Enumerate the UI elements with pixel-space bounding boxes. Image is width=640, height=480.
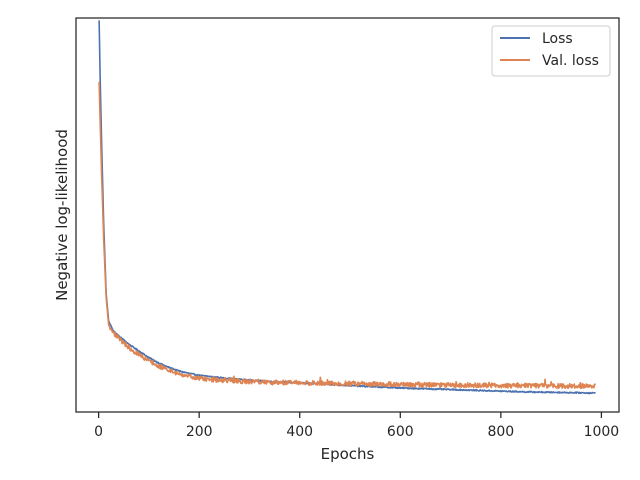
legend: Loss Val. loss: [491, 25, 611, 77]
plot-area: [76, 18, 619, 412]
series-layer: [98, 20, 597, 395]
legend-label-loss: Loss: [542, 31, 573, 47]
x-tick-label-1000: 1000: [584, 424, 620, 440]
y-axis-label: Negative log-likelihood: [53, 129, 71, 301]
x-axis-label: Epochs: [321, 445, 375, 463]
x-ticks: 0 200 400 600 800 1000: [94, 412, 619, 440]
x-tick-label-400: 400: [286, 424, 313, 440]
plot-frame: [75, 17, 620, 413]
x-tick-label-200: 200: [186, 424, 213, 440]
legend-label-val-loss: Val. loss: [542, 53, 599, 69]
x-tick-label-0: 0: [94, 424, 103, 440]
x-tick-label-600: 600: [387, 424, 414, 440]
x-tick-label-800: 800: [487, 424, 514, 440]
series-line-val-loss: [98, 81, 597, 390]
